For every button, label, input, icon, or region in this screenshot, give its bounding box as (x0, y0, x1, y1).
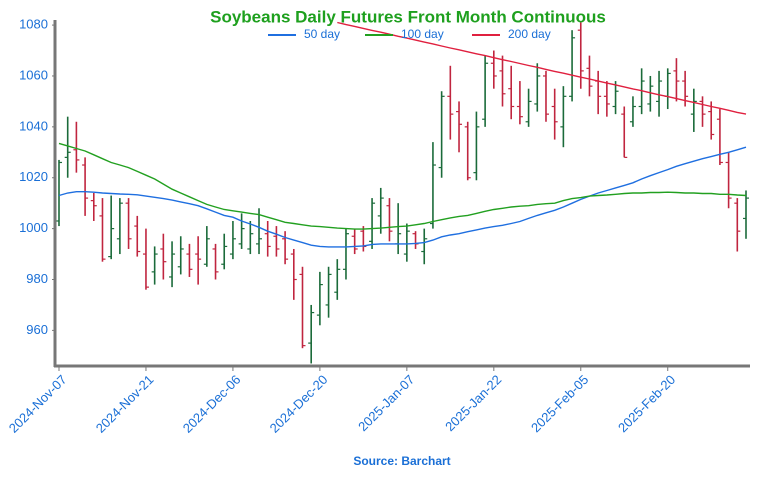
x-tick-label: 2024-Dec-20 (267, 372, 331, 436)
x-tick-label: 2025-Jan-22 (442, 372, 504, 434)
chart-title: Soybeans Daily Futures Front Month Conti… (210, 7, 606, 26)
x-tick-label: 2025-Jan-07 (355, 372, 417, 434)
x-tick-label: 2024-Nov-21 (93, 372, 157, 436)
y-tick-label: 1020 (19, 169, 48, 184)
legend-label: 100 day (401, 27, 444, 41)
legend-label: 200 day (508, 27, 551, 41)
ma-line (337, 21, 747, 115)
y-tick-label: 1060 (19, 67, 48, 82)
y-tick-label: 960 (26, 322, 48, 337)
x-tick-label: 2025-Feb-05 (528, 372, 591, 435)
ma-line (58, 146, 747, 248)
x-tick-label: 2025-Feb-20 (615, 372, 678, 435)
y-tick-label: 1040 (19, 118, 48, 133)
y-tick-label: 1080 (19, 17, 48, 32)
legend-label: 50 day (304, 27, 340, 41)
y-tick-label: 1000 (19, 220, 48, 235)
x-tick-label: 2024-Dec-06 (180, 372, 244, 436)
x-tick-label: 2024-Nov-07 (6, 372, 70, 436)
y-tick-label: 980 (26, 271, 48, 286)
source-note: Source: Barchart (353, 454, 450, 468)
ma-line (58, 142, 747, 230)
